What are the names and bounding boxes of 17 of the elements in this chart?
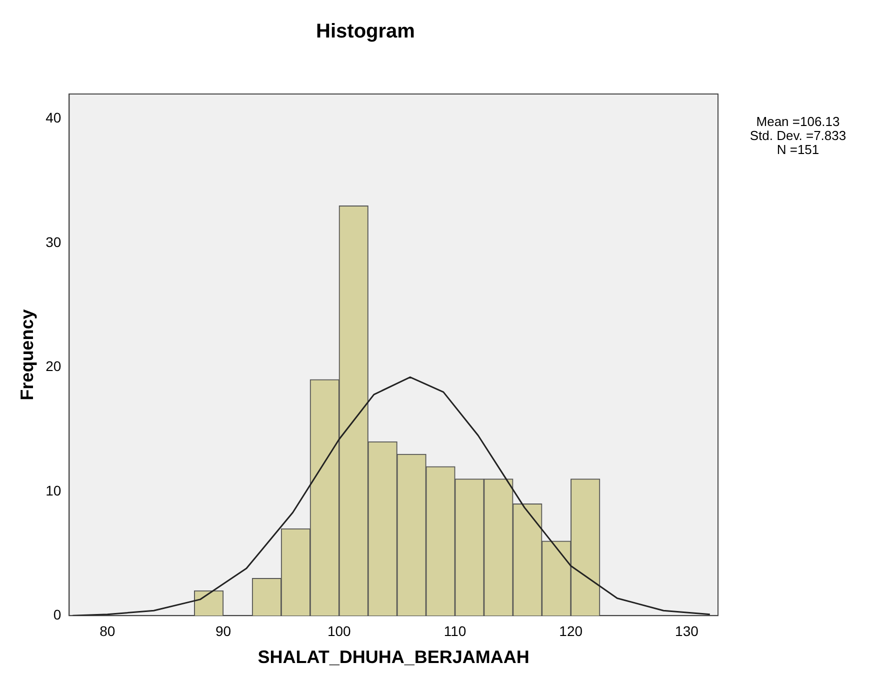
y-tick-label: 30	[46, 234, 62, 250]
y-tick-label: 0	[53, 606, 62, 622]
text: Std. Dev. =7.833	[750, 128, 846, 143]
x-tick-label: 120	[559, 622, 583, 639]
x-tick-label: 110	[444, 622, 466, 639]
y-axis-title: Frequency	[16, 309, 37, 400]
x-axis-title: SHALAT_DHUHA_BERJAMAAH	[258, 647, 530, 668]
x-tick-label: 80	[100, 622, 116, 639]
chart-title: Histogram	[316, 20, 415, 43]
y-tick-label: 10	[46, 482, 62, 498]
text: Mean =106.13	[756, 114, 840, 129]
x-tick-label: 100	[327, 622, 352, 639]
x-tick-label: 90	[215, 622, 232, 639]
x-tick-label: 130	[675, 622, 699, 639]
y-tick-label: 40	[46, 110, 62, 126]
text: N =151	[776, 142, 820, 157]
y-tick-label: 20	[46, 358, 62, 374]
